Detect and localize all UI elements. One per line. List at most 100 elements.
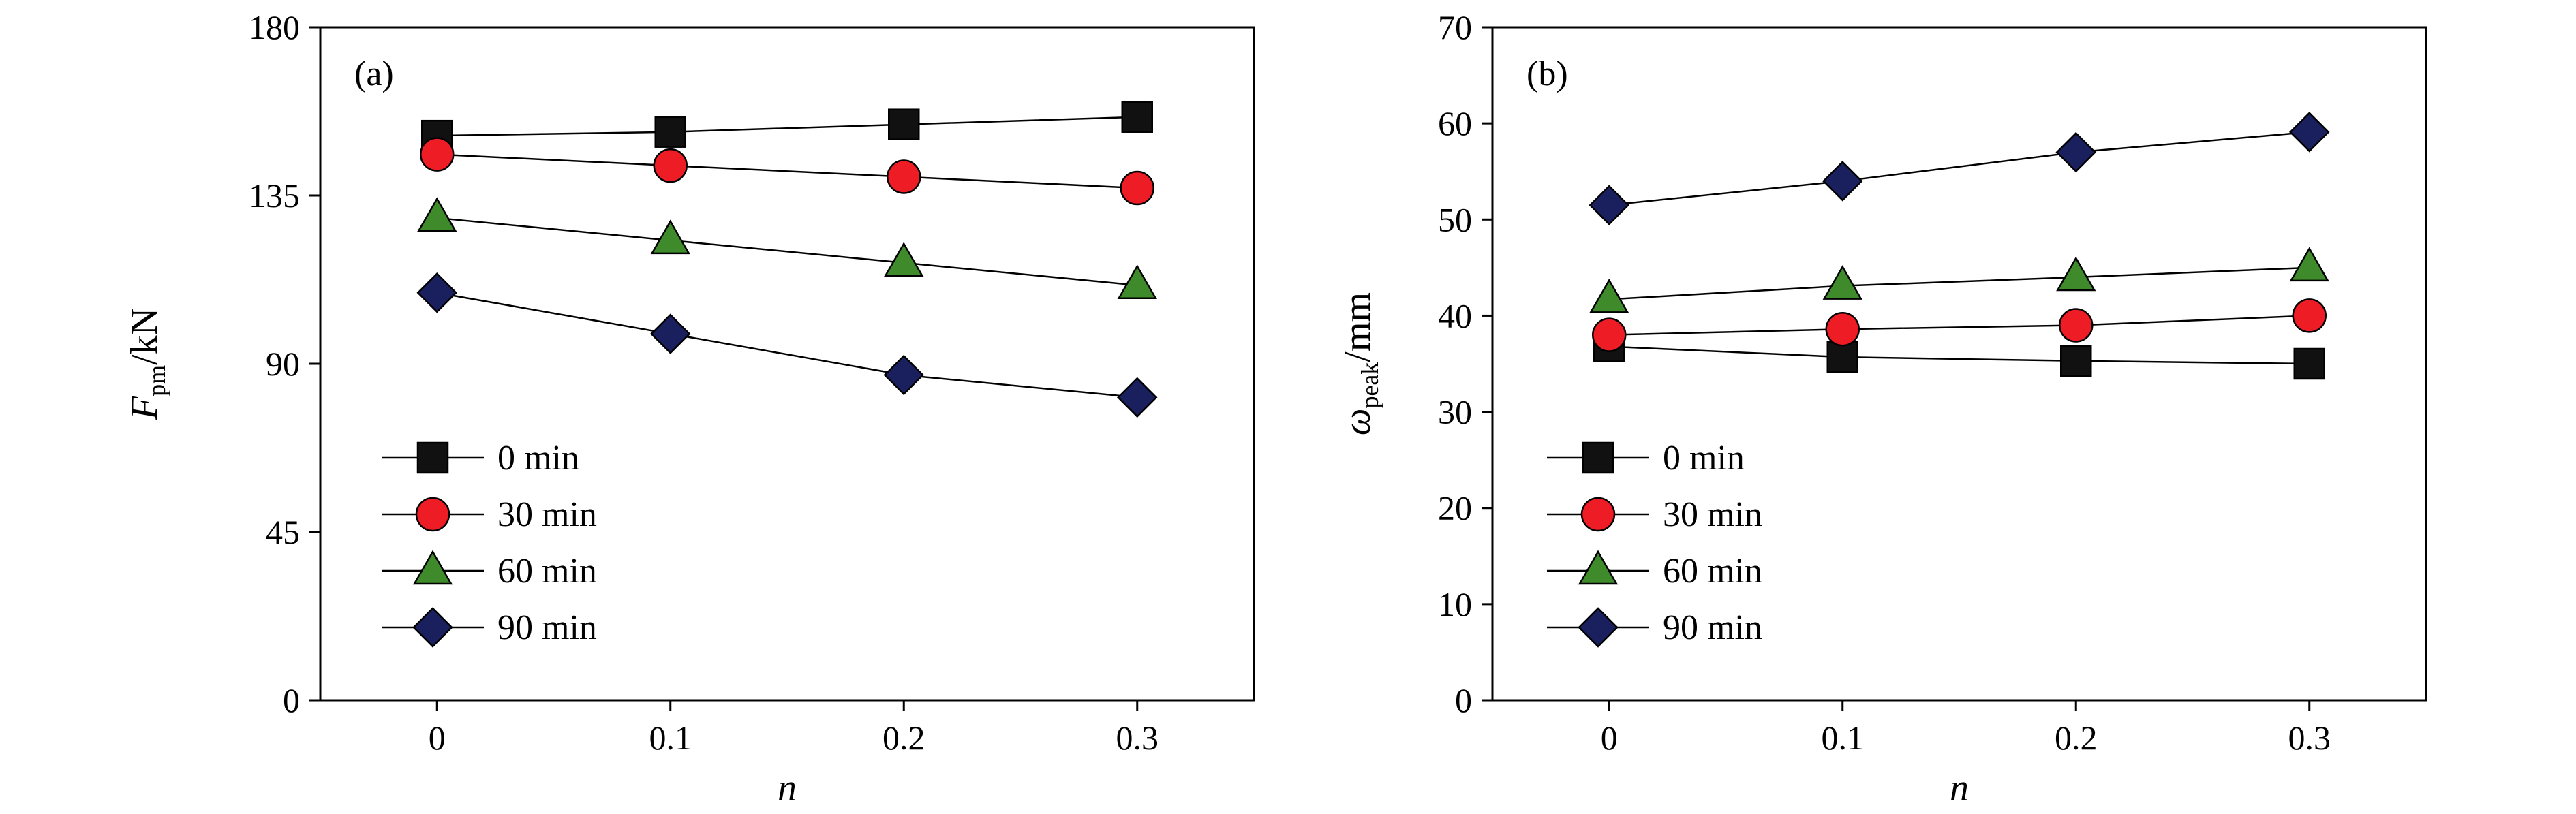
series-60-min [1589, 247, 2329, 313]
legend-marker [412, 607, 453, 648]
y-axis-label-sub: peak [1356, 362, 1383, 409]
y-tick-label: 45 [266, 513, 300, 551]
legend-marker [415, 497, 450, 532]
data-point [2293, 347, 2325, 380]
data-point [1822, 265, 1862, 300]
legend-marker [1582, 441, 1614, 474]
legend-item: 60 min [382, 550, 597, 591]
y-tick-label: 180 [249, 8, 300, 46]
series-line [437, 116, 1137, 137]
y-axis-label-sub: pm [143, 365, 170, 396]
data-point [1121, 101, 1153, 133]
y-tick-label: 60 [1438, 104, 1472, 142]
data-point [1116, 377, 1158, 418]
data-point [2056, 256, 2096, 292]
y-axis-label-main: F [123, 396, 166, 420]
y-tick-label: 50 [1438, 200, 1472, 238]
legend-label: 30 min [497, 495, 597, 534]
data-point [1592, 317, 1627, 352]
legend-item: 30 min [1547, 495, 1762, 534]
data-point [650, 219, 690, 255]
series-30-min [420, 137, 1154, 206]
y-axis-label: ωpeak/mm [1336, 292, 1383, 435]
legend-marker [1578, 607, 1619, 648]
series-line [1609, 315, 2310, 336]
series-line [1609, 131, 2310, 206]
panel-label: (a) [354, 54, 394, 93]
data-point [1589, 185, 1630, 225]
y-tick-label: 40 [1438, 296, 1472, 334]
data-point [416, 272, 458, 313]
legend-item: 0 min [382, 439, 579, 478]
y-tick-label: 70 [1438, 8, 1472, 46]
y-tick-label: 10 [1438, 585, 1472, 623]
legend: 0 min 30 min 60 min 90 min [382, 439, 597, 648]
legend-item: 90 min [382, 607, 597, 648]
data-point [653, 148, 688, 183]
data-point [417, 197, 457, 232]
x-tick-label: 0 [1601, 719, 1618, 757]
legend-label: 90 min [497, 608, 597, 647]
legend-item: 90 min [1547, 607, 1762, 648]
series-90-min [1589, 112, 2330, 225]
data-point [2289, 247, 2329, 282]
data-point [887, 159, 921, 194]
y-tick-label: 90 [266, 345, 300, 383]
y-tick-label: 0 [1455, 681, 1472, 719]
x-tick-label: 0.2 [883, 719, 925, 757]
data-point [884, 242, 924, 277]
data-point [1826, 341, 1858, 373]
legend-label: 0 min [497, 439, 579, 478]
y-tick-label: 135 [249, 176, 300, 215]
series-0-min [421, 101, 1153, 152]
legend-item: 60 min [1547, 550, 1762, 591]
data-point [1825, 311, 1860, 347]
x-tick-label: 0.2 [2055, 719, 2098, 757]
y-tick-label: 0 [283, 681, 300, 719]
series-line [437, 153, 1137, 189]
x-tick-label: 0.3 [1116, 719, 1159, 757]
x-tick-label: 0.1 [649, 719, 692, 757]
y-axis-label-main: ω [1336, 409, 1379, 436]
panel-label: (b) [1527, 54, 1568, 93]
x-tick-label: 0.3 [2288, 719, 2331, 757]
series-line [1609, 266, 2310, 300]
legend-item: 30 min [382, 495, 597, 534]
chart-panel-b: 0 0.1 0.2 0.3 0 10 20 30 40 50 60 70 n ωpeak/mm (b) 0 m… [1336, 8, 2427, 809]
series-90-min [416, 272, 1158, 418]
chart-panel-a: 0 0.1 0.2 0.3 0 45 90 135 180 n Fpm/kN (a) 0 min 30 m… [123, 8, 1255, 809]
y-tick-label: 20 [1438, 489, 1472, 527]
legend: 0 min 30 min 60 min 90 min [1547, 439, 1762, 648]
data-point [649, 313, 691, 354]
series-line [1609, 345, 2310, 365]
series-line [437, 217, 1137, 286]
data-point [2292, 298, 2327, 333]
data-point [1589, 278, 1629, 313]
data-point [888, 108, 920, 140]
legend-label: 0 min [1663, 439, 1745, 478]
data-point [1120, 170, 1154, 206]
legend-label: 30 min [1663, 495, 1762, 534]
legend-marker [412, 550, 453, 585]
legend-label: 90 min [1663, 608, 1762, 647]
data-point [654, 116, 686, 148]
legend-marker [1578, 550, 1619, 585]
x-axis-label: n [778, 767, 797, 809]
plot-frame [1491, 26, 2427, 702]
x-tick-label: 0 [429, 719, 446, 757]
x-axis-label: n [1950, 767, 1969, 809]
data-point [2059, 308, 2094, 343]
data-point [1822, 161, 1863, 202]
x-tick-label: 0.1 [1822, 719, 1865, 757]
data-point [883, 354, 925, 396]
legend-marker [416, 441, 449, 474]
series-60-min [417, 197, 1157, 299]
legend-label: 60 min [1663, 552, 1762, 591]
legend-label: 60 min [497, 552, 597, 591]
data-point [2288, 112, 2330, 153]
series-0-min [1593, 330, 2325, 380]
data-point [1117, 264, 1157, 299]
data-point [2055, 131, 2097, 173]
y-axis-label: Fpm/kN [123, 308, 170, 420]
series-30-min [1592, 298, 2327, 352]
